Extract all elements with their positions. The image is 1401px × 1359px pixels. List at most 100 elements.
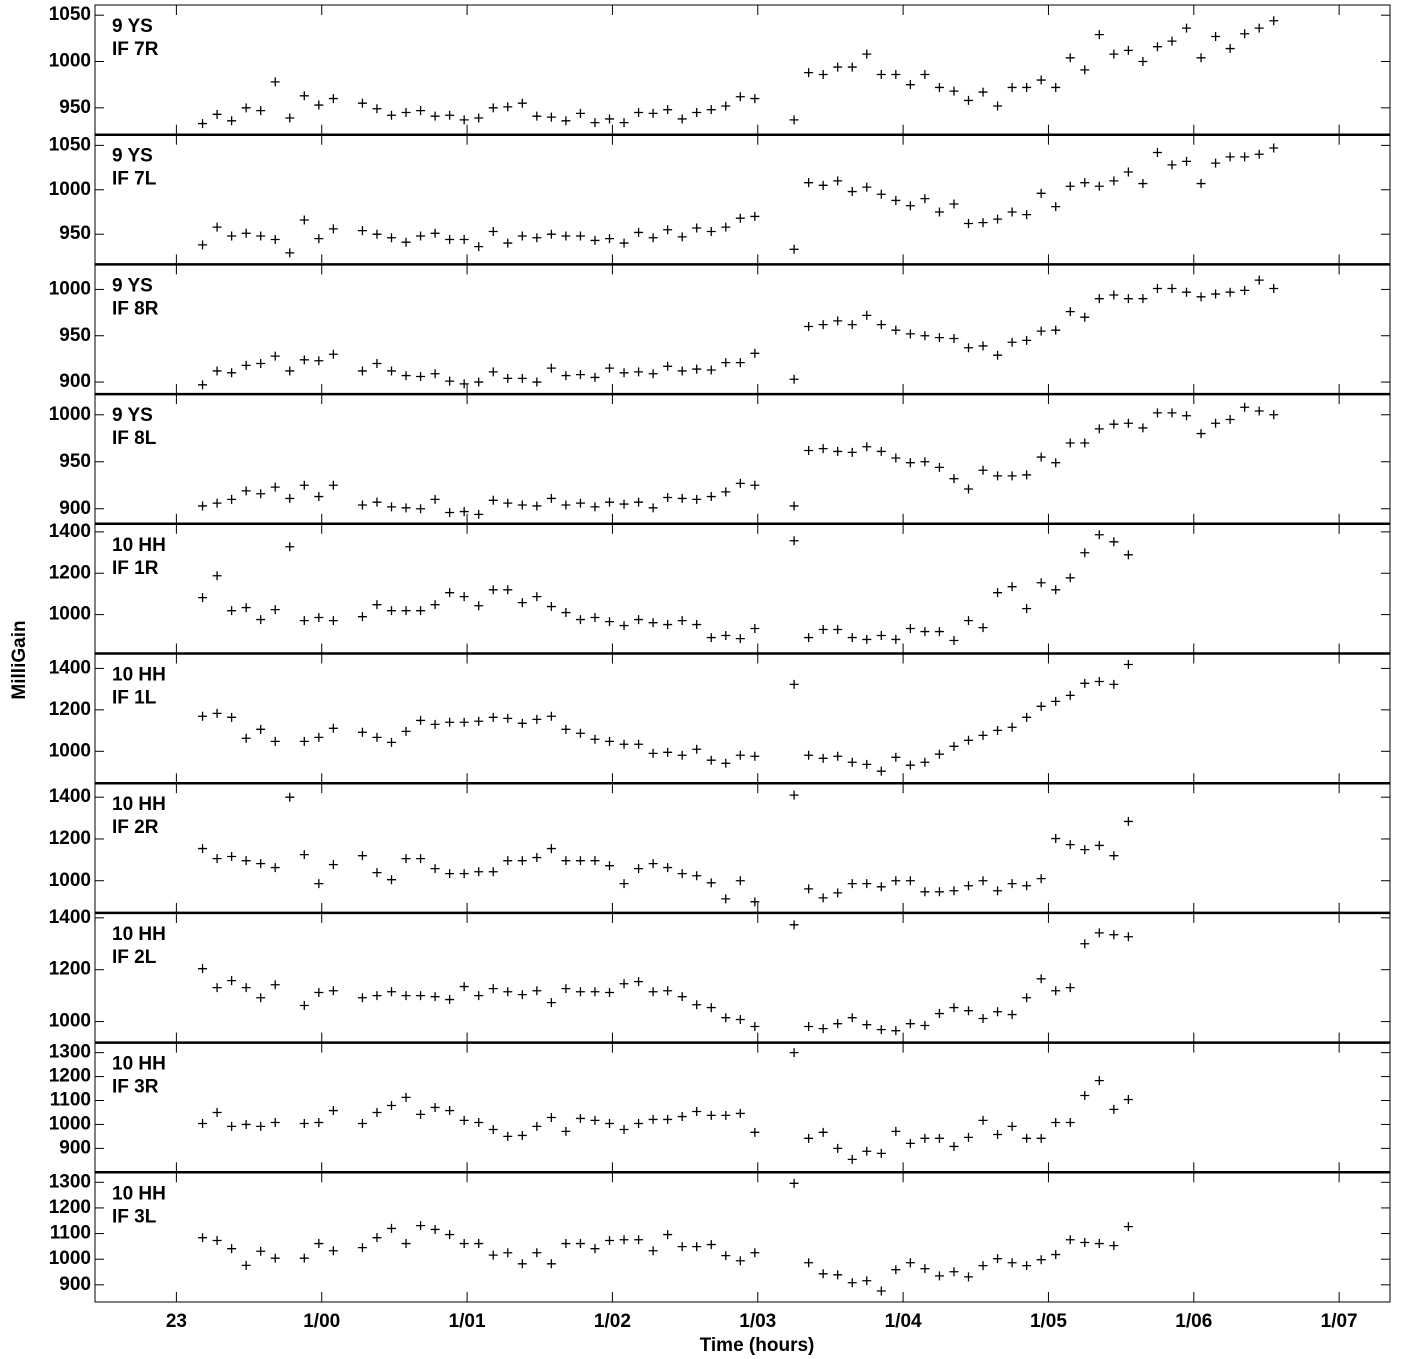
data-point [833,1019,843,1029]
data-point [978,218,988,228]
data-point [677,992,687,1002]
data-point [905,1258,915,1268]
data-point [430,992,440,1002]
data-point [847,62,857,72]
data-point [372,229,382,239]
data-point [1123,659,1133,669]
data-point [648,618,658,628]
data-point [789,536,799,546]
data-point [964,219,974,229]
data-point [314,100,324,110]
data-point [891,1026,901,1036]
panel-if-label: IF 2L [112,947,157,968]
data-point [750,94,760,104]
data-point [891,453,901,463]
data-point [891,1265,901,1275]
panel-frame [94,1042,1391,1173]
data-point [1065,840,1075,850]
data-point [546,1113,556,1122]
panel-antenna-label: 9 YS [112,16,153,37]
panel-if-label: IF 8R [112,298,159,319]
data-point [401,726,411,736]
data-point [575,108,585,118]
data-point [416,854,426,864]
data-point [1051,986,1061,996]
data-point [416,606,426,616]
data-point [735,876,745,886]
data-point [920,457,930,467]
data-point [416,504,426,514]
data-point [1051,585,1061,595]
data-point [862,1276,872,1286]
data-point [891,325,901,335]
y-tick-label: 950 [59,325,91,346]
data-point [818,444,828,454]
data-point [227,1244,237,1254]
data-point [212,983,222,993]
data-point [212,571,222,581]
data-point [619,1124,629,1134]
data-point [706,492,716,502]
data-point [256,1246,266,1256]
data-point [314,1239,324,1249]
data-point [1225,287,1235,297]
data-point [357,226,367,236]
data-point [590,613,600,623]
data-point [459,1115,469,1125]
data-point [372,359,382,369]
data-point [1269,143,1279,153]
data-point [1109,419,1119,429]
data-point [634,1235,644,1245]
data-point [949,474,959,484]
data-point [1065,1118,1075,1128]
data-point [517,98,527,108]
data-point [1225,414,1235,424]
data-point [818,1269,828,1279]
data-point [1065,690,1075,700]
y-tick-label: 1000 [49,1248,91,1269]
data-point [1167,408,1177,418]
data-point [605,736,615,746]
data-point [804,178,814,188]
data-point [920,69,930,79]
data-point [546,602,556,612]
data-point [677,1112,687,1122]
data-point [386,366,396,376]
data-point [789,790,799,800]
data-point [256,489,266,499]
data-point [430,1224,440,1234]
data-point [677,493,687,503]
data-point [416,231,426,241]
data-point [532,111,542,121]
data-point [198,1118,208,1128]
data-point [1211,289,1221,299]
data-point [430,228,440,238]
data-point [605,1118,615,1128]
data-point [876,69,886,79]
data-point [862,1020,872,1030]
data-point [270,77,280,87]
data-point [750,1127,760,1137]
data-point [1225,152,1235,162]
data-point [241,103,251,113]
data-point [459,869,469,879]
data-point [663,747,673,757]
y-tick-label: 1000 [49,1011,91,1032]
data-point [964,1006,974,1016]
data-point [692,494,702,504]
data-point [706,227,716,237]
data-point [488,227,498,237]
data-point [357,993,367,1003]
data-point [1007,337,1017,347]
data-point [459,379,469,389]
panel-antenna-label: 10 HH [112,535,166,556]
data-point [328,1106,338,1116]
data-point [1138,294,1148,304]
data-point [920,887,930,897]
data-point [949,1267,959,1277]
data-point [663,986,673,996]
y-tick-label: 1200 [49,699,91,720]
data-point [964,1132,974,1142]
